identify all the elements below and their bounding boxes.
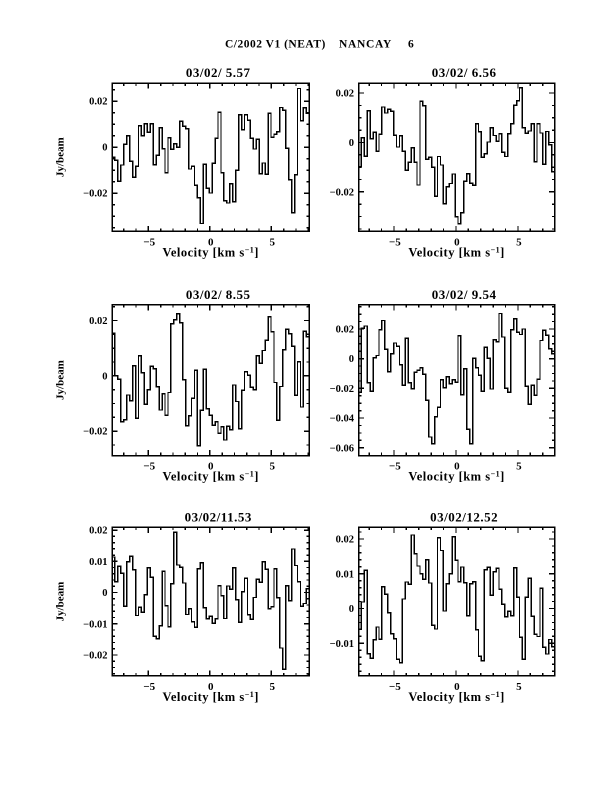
svg-text:Jy/beam: Jy/beam [55, 137, 67, 177]
svg-text:0: 0 [102, 371, 107, 382]
svg-text:0.02: 0.02 [89, 97, 107, 108]
svg-text:0: 0 [349, 138, 354, 149]
svg-text:0: 0 [349, 354, 354, 365]
svg-text:C/2002 V1 (NEAT): C/2002 V1 (NEAT) [225, 38, 326, 50]
svg-text:Velocity [km s−1]: Velocity [km s−1] [408, 470, 504, 484]
svg-text:03/02/ 6.56: 03/02/ 6.56 [432, 65, 497, 80]
svg-text:5: 5 [516, 681, 522, 693]
svg-text:0.01: 0.01 [89, 557, 107, 568]
svg-text:0.02: 0.02 [89, 316, 107, 327]
svg-text:0: 0 [349, 604, 354, 615]
svg-text:−5: −5 [389, 681, 401, 693]
svg-text:6: 6 [408, 38, 414, 50]
svg-text:0: 0 [102, 588, 107, 599]
svg-text:Jy/beam: Jy/beam [55, 360, 67, 400]
svg-text:−0.02: −0.02 [330, 384, 354, 395]
svg-text:−0.06: −0.06 [330, 443, 354, 454]
svg-text:Velocity [km s−1]: Velocity [km s−1] [162, 690, 258, 704]
svg-text:03/02/12.52: 03/02/12.52 [430, 509, 498, 524]
svg-text:−5: −5 [389, 461, 401, 473]
svg-text:−0.04: −0.04 [330, 414, 355, 425]
svg-text:Jy/beam: Jy/beam [55, 582, 67, 622]
svg-text:0.02: 0.02 [336, 325, 354, 336]
svg-text:−0.02: −0.02 [83, 427, 107, 438]
svg-text:−0.02: −0.02 [83, 189, 107, 200]
svg-text:03/02/ 9.54: 03/02/ 9.54 [432, 287, 497, 302]
svg-text:−5: −5 [389, 237, 401, 249]
svg-text:−5: −5 [143, 681, 155, 693]
svg-text:5: 5 [270, 237, 276, 249]
svg-text:0.02: 0.02 [336, 89, 354, 100]
svg-text:Velocity [km s−1]: Velocity [km s−1] [162, 470, 258, 484]
svg-text:−5: −5 [143, 237, 155, 249]
svg-text:−0.01: −0.01 [330, 639, 354, 650]
svg-text:0: 0 [454, 461, 460, 473]
svg-text:Velocity [km s−1]: Velocity [km s−1] [162, 245, 258, 259]
svg-text:−0.02: −0.02 [83, 651, 107, 662]
svg-text:03/02/ 5.57: 03/02/ 5.57 [186, 65, 251, 80]
svg-text:5: 5 [270, 461, 276, 473]
svg-text:0: 0 [454, 681, 460, 693]
svg-text:03/02/11.53: 03/02/11.53 [185, 509, 252, 524]
svg-text:0: 0 [102, 143, 107, 154]
svg-text:0.02: 0.02 [89, 526, 107, 537]
svg-text:5: 5 [516, 461, 522, 473]
svg-text:−0.01: −0.01 [83, 619, 107, 630]
svg-text:Velocity [km s−1]: Velocity [km s−1] [408, 690, 504, 704]
svg-text:0: 0 [208, 237, 214, 249]
svg-text:−0.02: −0.02 [330, 187, 354, 198]
svg-text:NANCAY: NANCAY [339, 38, 392, 50]
svg-text:0: 0 [208, 461, 214, 473]
svg-text:0: 0 [208, 681, 214, 693]
svg-text:03/02/ 8.55: 03/02/ 8.55 [186, 287, 251, 302]
svg-text:5: 5 [516, 237, 522, 249]
svg-text:−5: −5 [143, 461, 155, 473]
svg-text:0.01: 0.01 [336, 569, 354, 580]
svg-text:Velocity [km s−1]: Velocity [km s−1] [408, 245, 504, 259]
svg-text:5: 5 [270, 681, 276, 693]
svg-text:0.02: 0.02 [336, 535, 354, 546]
svg-text:0: 0 [454, 237, 460, 249]
